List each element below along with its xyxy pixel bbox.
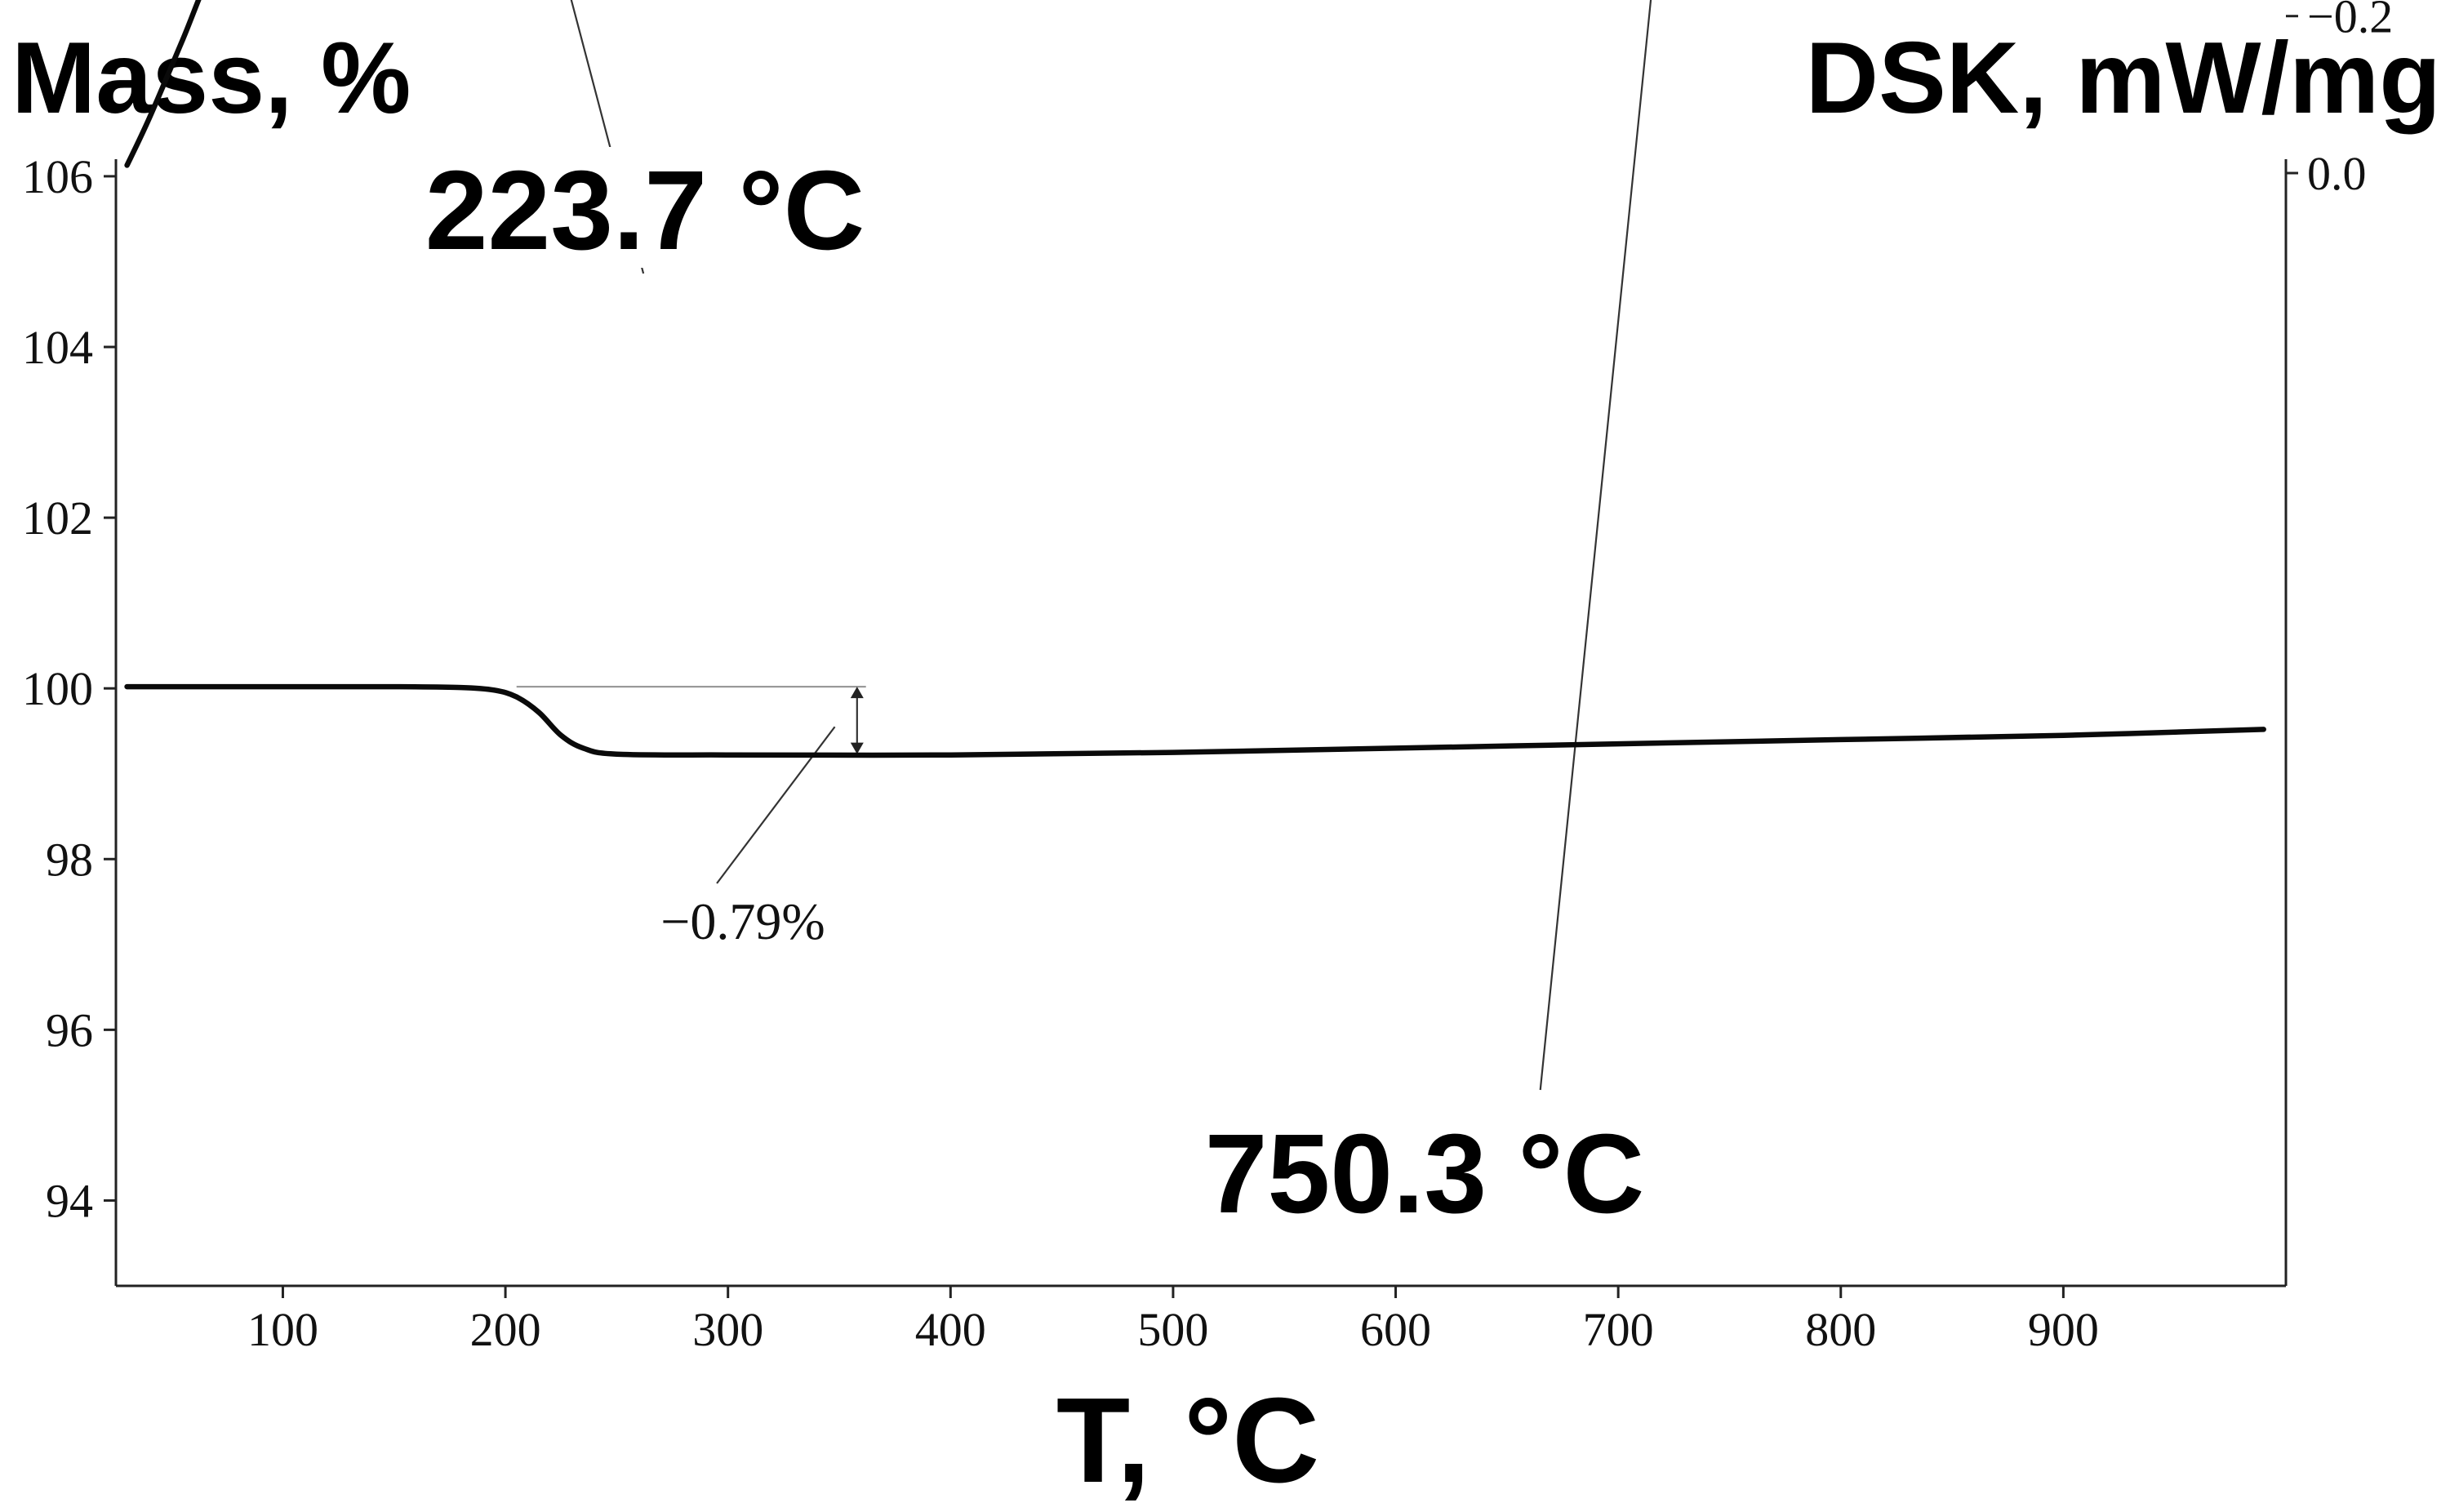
x-tick-label: 200 [470, 1303, 541, 1356]
left-tick-label: 96 [46, 1003, 93, 1056]
x-tick-label: 400 [915, 1303, 986, 1356]
x-tick-label: 600 [1360, 1303, 1431, 1356]
left-tick-label: 100 [22, 662, 93, 715]
left-axis-ticks: 94 96 98 100 102 104 106 [22, 150, 116, 1227]
x-tick-label: 900 [2028, 1303, 2099, 1356]
x-tick-label: 300 [692, 1303, 763, 1356]
mass-curve [124, 683, 2266, 758]
peak2-label-bg [1196, 1106, 1661, 1229]
left-tick-label: 102 [22, 491, 93, 545]
left-tick-label: 98 [46, 833, 93, 886]
peak2-label: 750.3 °C [1205, 1111, 1645, 1237]
x-tick-label: 800 [1805, 1303, 1876, 1356]
arrow-head-down [850, 742, 864, 754]
peak1-label: 223.7 °C [425, 148, 865, 273]
peak2-leader-line [1539, 0, 1652, 1091]
right-axis-ticks: 0.0−0.2−0.4−0.6−0.8−1.0−1.2−1.4 [2286, 0, 2393, 200]
mass-loss-leader-line [716, 726, 836, 884]
x-tick-label: 100 [247, 1303, 318, 1356]
left-axis-title: Mass, % [11, 22, 411, 135]
x-tick-label: 500 [1137, 1303, 1208, 1356]
arrow-head-up [850, 687, 864, 699]
left-tick-label: 106 [22, 150, 93, 203]
right-axis-title: DSK, mW/mg [1806, 22, 2441, 135]
right-tick-label: −0.2 [2307, 0, 2393, 43]
peak1-label-bg [412, 147, 878, 268]
left-tick-label: 104 [22, 321, 93, 374]
x-axis-title: T, °C [1056, 1373, 1319, 1508]
x-tick-label: 700 [1583, 1303, 1654, 1356]
mass-loss-arrow [850, 687, 864, 754]
mass-loss-label: −0.79% [660, 892, 825, 950]
x-axis-ticks: 100 200 300 400 500 600 700 800 900 [247, 1286, 2099, 1356]
right-tick-label: 0.0 [2307, 147, 2367, 200]
left-tick-label: 94 [46, 1174, 93, 1227]
